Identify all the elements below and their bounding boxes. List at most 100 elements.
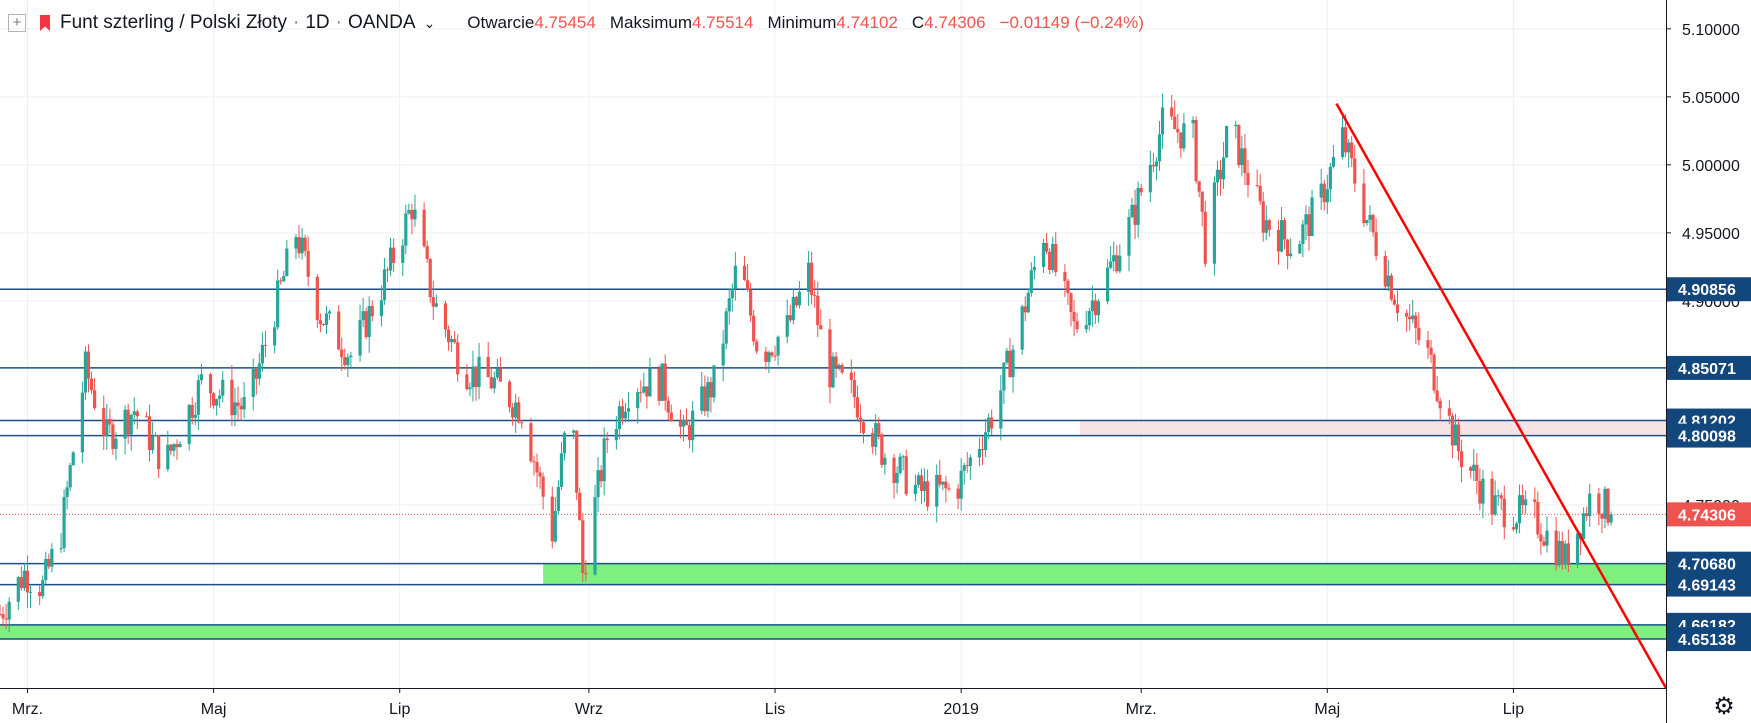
candle-body [337, 311, 341, 350]
candle-body [572, 430, 576, 433]
red-trendline[interactable] [1335, 103, 1668, 689]
candle-body [340, 349, 344, 358]
x-tick-label: Lip [389, 701, 410, 718]
candle-body [1499, 495, 1503, 499]
candle-body [593, 497, 597, 575]
candle-body [7, 601, 11, 620]
level-label-bg [1667, 572, 1751, 597]
candle-body [446, 329, 451, 343]
x-tick-label: Maj [1314, 701, 1340, 718]
candle-body [703, 386, 707, 412]
gear-icon[interactable]: ⚙ [1713, 692, 1735, 720]
candle-body [980, 448, 985, 451]
candle-body [1490, 478, 1494, 515]
level-label: 4.85071 [1678, 361, 1736, 378]
candle-body [657, 368, 661, 401]
chevron-down-icon[interactable]: ⌄ [423, 14, 436, 31]
candle-body [816, 295, 820, 326]
candle-body [1246, 173, 1250, 186]
candle-body [465, 374, 469, 390]
candle-body [1063, 271, 1067, 281]
candle-body [1520, 495, 1525, 506]
candle-body [1606, 488, 1610, 523]
candle-body [16, 577, 20, 602]
candle-body [1417, 327, 1421, 341]
candle-body [425, 246, 429, 259]
symbol-name[interactable]: Funt szterling / Polski Złoty [60, 12, 288, 33]
candle-body [1267, 220, 1271, 230]
candle-body [691, 410, 695, 441]
candle-body [1597, 493, 1601, 514]
candle-body [941, 481, 945, 485]
candle-body [285, 248, 289, 277]
x-tick-label: Wrz [575, 701, 603, 718]
candle-body [883, 457, 887, 465]
candle-body [211, 393, 216, 406]
candle-body [1319, 183, 1323, 198]
candle-body [1514, 523, 1519, 530]
candle-body [1328, 166, 1332, 190]
exchange[interactable]: OANDA [347, 12, 416, 33]
candle-body [877, 423, 881, 435]
candle-body [1304, 214, 1308, 225]
candle-body [1279, 220, 1284, 252]
candle-body [431, 297, 435, 307]
candle-body [1136, 187, 1140, 225]
candle-body [83, 351, 88, 393]
candle-body [776, 336, 780, 356]
candle-body [474, 366, 478, 388]
candle-body [1197, 181, 1201, 192]
x-tick-label: Mrz. [1126, 701, 1157, 718]
level-label-bg [1667, 551, 1751, 576]
candle-body [251, 368, 255, 397]
ohlc-values: Otwarcie4.75454 Maksimum4.75514 Minimum4… [467, 13, 1144, 32]
candle-body [315, 276, 319, 321]
plus-square-icon[interactable]: + [8, 14, 26, 32]
candle-body [977, 448, 982, 458]
candle-body [1194, 120, 1198, 182]
candle-body [1044, 242, 1049, 252]
candle-body [4, 618, 8, 620]
candle-body [1353, 158, 1357, 184]
candle-body [1176, 129, 1180, 133]
level-label: 4.70680 [1678, 557, 1736, 574]
candle-body [1469, 467, 1473, 471]
interval[interactable]: 1D [305, 12, 330, 33]
candle-body [1453, 424, 1458, 446]
candle-body [965, 465, 969, 467]
candle-body [1093, 300, 1098, 316]
candle-body [987, 417, 991, 433]
candle-body [1243, 148, 1247, 174]
candle-body [529, 423, 533, 462]
candle-body [636, 392, 640, 409]
candle-body [724, 311, 728, 344]
candle-body [25, 570, 30, 593]
candle-body [404, 213, 408, 246]
x-tick-label: Mrz. [12, 701, 43, 718]
candle-body [514, 402, 518, 418]
trendline[interactable] [1335, 103, 1668, 689]
low-value: 4.74102 [836, 13, 898, 32]
candle-body [242, 396, 246, 410]
bookmark-flag-icon[interactable] [40, 15, 50, 31]
candle-body [684, 419, 689, 426]
candle-body [1310, 197, 1314, 237]
candle-body [541, 476, 545, 497]
candle-body [791, 296, 795, 321]
candle-body [1429, 347, 1433, 355]
candle-body [47, 558, 51, 567]
pink-zone [1080, 420, 1666, 436]
candle-body [382, 269, 387, 301]
candle-body [175, 444, 179, 448]
time-axis[interactable]: Mrz. Maj Lip Wrz Lis 2019 Mrz. Maj Lip [12, 688, 1524, 718]
candle-body [1218, 169, 1223, 180]
candle-body [111, 424, 115, 449]
candle-body [370, 305, 374, 317]
candle-body [28, 591, 33, 593]
candle-body [1588, 493, 1592, 517]
candle-body [1350, 142, 1354, 159]
candle-body [193, 414, 197, 418]
candle-body [62, 497, 66, 549]
candle-body [1032, 266, 1036, 271]
